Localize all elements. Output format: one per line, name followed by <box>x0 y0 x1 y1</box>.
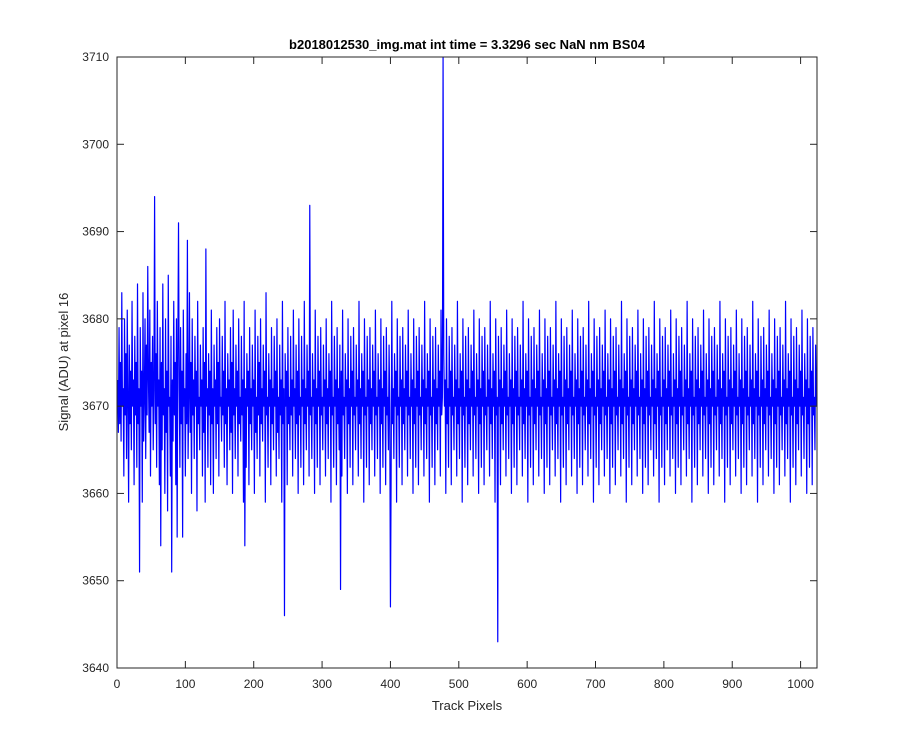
axes-box <box>116 56 818 669</box>
chart-title: b2018012530_img.mat int time = 3.3296 se… <box>289 37 646 52</box>
x-tick-label: 700 <box>586 677 606 691</box>
x-tick-label: 900 <box>722 677 742 691</box>
y-axis-label: Signal (ADU) at pixel 16 <box>56 293 71 432</box>
series-layer <box>117 57 817 643</box>
y-tick-label: 3710 <box>82 50 109 64</box>
x-axis-label: Track Pixels <box>432 698 503 713</box>
x-tick-label: 100 <box>175 677 195 691</box>
x-tick-label: 200 <box>244 677 264 691</box>
x-tick-label: 0 <box>114 677 121 691</box>
x-tick-label: 800 <box>654 677 674 691</box>
y-tick-label: 3660 <box>82 486 109 500</box>
y-tick-label: 3700 <box>82 137 109 151</box>
x-tick-label: 600 <box>517 677 537 691</box>
y-tick-label: 3670 <box>82 399 109 413</box>
x-tick-label: 400 <box>380 677 400 691</box>
y-tick-label: 3680 <box>82 312 109 326</box>
y-tick-label: 3690 <box>82 225 109 239</box>
x-tick-label: 1000 <box>787 677 814 691</box>
y-tick-label: 3650 <box>82 574 109 588</box>
x-tick-label: 300 <box>312 677 332 691</box>
y-tick-label: 3640 <box>82 661 109 675</box>
axes-layer: 0 100 200 300 400 500 600 700 800 900 1000 3640 3650… <box>82 50 818 691</box>
series-line-1 <box>117 57 817 643</box>
x-tick-label: 500 <box>449 677 469 691</box>
